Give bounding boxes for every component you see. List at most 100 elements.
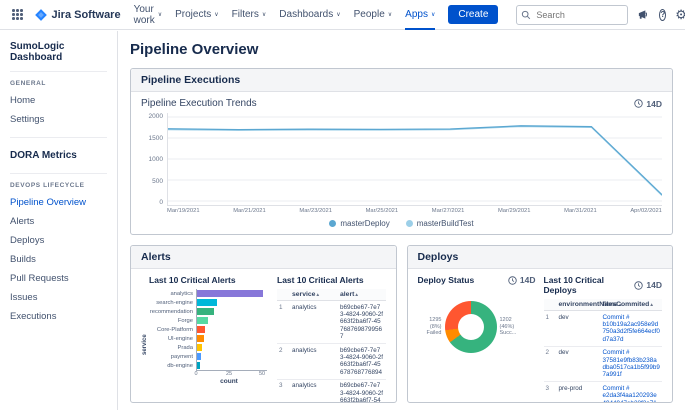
nav-projects[interactable]: Projects ∨ <box>175 9 219 20</box>
row-number: 3 <box>543 381 557 402</box>
announcement-icon[interactable] <box>637 8 650 21</box>
sidebar-item-pull-requests[interactable]: Pull Requests <box>10 273 69 284</box>
divider <box>10 71 107 72</box>
time-range[interactable]: 14D <box>508 275 536 285</box>
divider <box>10 137 107 138</box>
commit-hash[interactable]: 37581e9fb83b238adba0517ca1b5f99b97a991f <box>602 356 660 379</box>
trend-x-axis: Mar/19/2021 Mar/21/2021 Mar/23/2021 Mar/25/… <box>167 208 662 214</box>
bar-row: recommendation <box>149 307 267 316</box>
sidebar-item-builds[interactable]: Builds <box>10 254 36 265</box>
row-number: 3 <box>277 379 290 402</box>
bar[interactable] <box>197 317 208 324</box>
nav-filters[interactable]: Filters ∨ <box>231 9 267 20</box>
legend-dot <box>405 220 413 227</box>
commit-hash[interactable]: b10b19a2ac958e9d750a3d2f5fe664ecf0d7a37d <box>602 320 660 343</box>
create-button[interactable]: Create <box>448 5 499 24</box>
commit-link[interactable]: Commit # <box>602 313 630 321</box>
bar[interactable] <box>197 335 204 342</box>
bar-chart-axis <box>196 370 267 371</box>
row-number: 2 <box>277 343 290 380</box>
search-box <box>516 4 629 25</box>
trend-line-svg <box>167 113 662 206</box>
column-header[interactable]: service▴ <box>290 289 338 301</box>
donut-callout-right: 1202 (46%) Succ... <box>499 316 517 337</box>
column-header <box>277 289 290 301</box>
bar[interactable] <box>197 362 200 369</box>
nav-people[interactable]: People ∨ <box>353 9 393 20</box>
table-row[interactable]: 2 analytics b69cbe67-7e73-4824-9060-2f663f… <box>277 343 386 380</box>
trend-y-axis: 2000 1500 1000 500 0 <box>148 113 163 206</box>
sidebar-item-alerts[interactable]: Alerts <box>10 216 35 227</box>
sidebar-section-devops-lifecycle: DEVOPS LIFECYCLE <box>10 182 85 189</box>
settings-icon[interactable]: ⚙ <box>675 7 685 22</box>
x-tick-label: Apr/02/2021 <box>630 208 662 214</box>
table-row[interactable]: 1 analytics b69cbe67-7e73-4824-9060-2f663f… <box>277 300 386 345</box>
sidebar-item-executions[interactable]: Executions <box>10 311 57 322</box>
chevron-down-icon: ∨ <box>214 12 219 18</box>
deploys-table: environmentName▴filesCommited▴1devCommit… <box>543 299 662 402</box>
table-row[interactable]: 1 dev Commit # b10b19a2ac958e9d750a3d2f5fe6… <box>543 310 662 347</box>
nav-apps[interactable]: Apps ∨ <box>405 0 435 30</box>
commit-link[interactable]: Commit # <box>602 349 630 357</box>
bar-row: db-engine <box>149 361 267 370</box>
help-icon[interactable]: ? <box>659 8 667 21</box>
bar-row: Core-Platform <box>149 325 267 334</box>
time-range[interactable]: 14D <box>634 99 662 109</box>
row-number: 1 <box>277 300 290 345</box>
bar[interactable] <box>197 344 203 351</box>
sidebar-item-issues[interactable]: Issues <box>10 292 38 303</box>
commit-link[interactable]: Commit # <box>602 384 630 392</box>
commit-hash[interactable]: e2da3f4aa120293e4944947eb38f2a7123e0e1fb <box>602 392 657 402</box>
bar-row: payment <box>149 352 267 361</box>
sidebar-item-pipeline-overview[interactable]: Pipeline Overview <box>10 197 87 208</box>
pipeline-executions-panel: Pipeline Executions Pipeline Execution T… <box>130 68 673 235</box>
legend-dot <box>329 220 337 227</box>
nav-your-work[interactable]: Your work ∨ <box>133 3 163 26</box>
alert-cell: b69cbe67-7e73-4824-9060-2f663f2ba6f7-543… <box>338 379 386 402</box>
nav-dashboards[interactable]: Dashboards ∨ <box>279 9 341 20</box>
alerts-chart-title: Last 10 Critical Alerts <box>149 275 236 285</box>
bar[interactable] <box>197 290 263 297</box>
commit-cell: Commit # b10b19a2ac958e9d750a3d2f5fe664ec… <box>600 310 662 347</box>
bar[interactable] <box>197 326 205 333</box>
service-cell: analytics <box>290 300 338 345</box>
chevron-down-icon: ∨ <box>430 12 436 18</box>
bar[interactable] <box>197 353 201 360</box>
app-title: Jira Software <box>51 8 121 21</box>
x-tick-label: Mar/23/2021 <box>299 208 332 214</box>
bar-row: analytics <box>149 289 267 298</box>
x-tick-label: Mar/31/2021 <box>564 208 597 214</box>
bar[interactable] <box>197 308 215 315</box>
x-tick-label: Mar/25/2021 <box>365 208 399 214</box>
app-switcher-icon[interactable] <box>10 7 25 22</box>
legend-master-build-test[interactable]: masterBuildTest <box>405 219 474 228</box>
column-header[interactable]: filesCommited▴ <box>600 299 662 311</box>
bar[interactable] <box>197 299 217 306</box>
column-header[interactable]: alert▴ <box>338 289 386 301</box>
bar-chart-x-ticks: 0 25 50 <box>194 371 266 377</box>
top-navigation-bar: Jira Software Your work ∨ Projects ∨ Filte… <box>0 0 685 30</box>
clock-icon <box>634 280 644 290</box>
table-row[interactable]: 2 dev Commit #37581e9fb83b238adba0517ca1b5… <box>543 346 662 383</box>
column-header[interactable]: environmentName▴ <box>556 299 621 311</box>
deploys-table-block: Last 10 Critical Deploys 14D environment… <box>543 275 662 402</box>
sidebar-item-settings[interactable]: Settings <box>10 114 45 125</box>
alerts-table-block: Last 10 Critical Alerts service▴ alert▴ 1 a… <box>277 275 386 402</box>
alert-cell: b69cbe67-7e73-4824-9060-2f663f2ba6f7-456… <box>338 343 386 380</box>
environment-cell: dev <box>556 346 601 383</box>
bar-row: Prada <box>149 343 267 352</box>
search-input[interactable] <box>516 4 629 25</box>
main-content: Pipeline Overview Pipeline Executions Pi… <box>118 31 685 410</box>
sidebar: SumoLogic Dashboard GENERAL Home Setting… <box>0 31 118 410</box>
sidebar-item-deploys[interactable]: Deploys <box>10 235 45 246</box>
jira-logo[interactable]: Jira Software <box>34 8 121 22</box>
sidebar-item-home[interactable]: Home <box>10 95 36 106</box>
page-title: Pipeline Overview <box>130 41 259 58</box>
service-cell: analytics <box>290 379 338 402</box>
table-row[interactable]: 3 analytics b69cbe67-7e73-4824-9060-2f663f… <box>277 379 386 402</box>
sidebar-item-dora-metrics[interactable]: DORA Metrics <box>10 150 77 161</box>
time-range[interactable]: 14D <box>634 280 662 290</box>
divider <box>10 173 107 174</box>
legend-master-deploy[interactable]: masterDeploy <box>329 219 390 228</box>
